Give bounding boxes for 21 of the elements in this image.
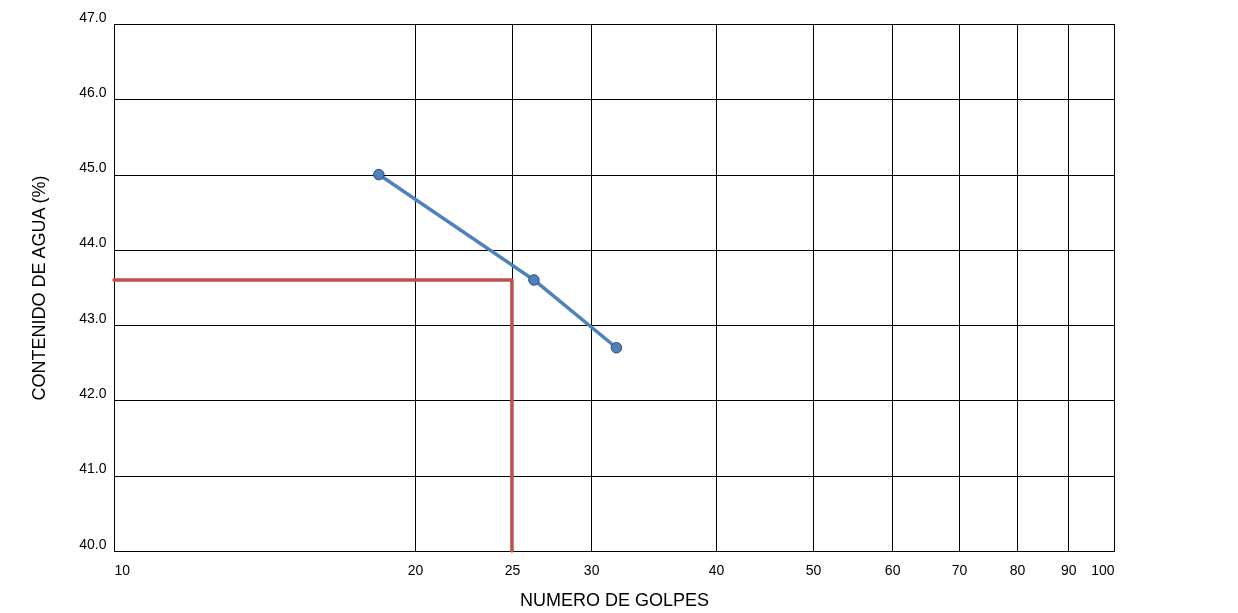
y-tick-label: 46.0 [79,83,107,100]
y-tick-label: 42.0 [79,384,107,401]
x-tick-label: 80 [1009,561,1026,578]
x-tick-label: 40 [708,561,725,578]
x-tick-label: 60 [884,561,901,578]
x-tick-label: 70 [951,561,968,578]
y-axis-title: CONTENIDO DE AGUA (%) [29,175,50,401]
x-tick-label: 30 [583,561,600,578]
y-tick-label: 47.0 [79,8,107,25]
x-tick-label: 100 [1091,561,1115,578]
y-tick-label: 45.0 [79,159,107,176]
x-tick-label: 90 [1060,561,1077,578]
x-tick-label: 25 [504,561,521,578]
y-tick-label: 41.0 [79,460,107,477]
x-tick-label: 20 [407,561,424,578]
x-tick-label: 50 [805,561,822,578]
y-tick-label: 40.0 [79,535,107,552]
y-tick-label: 44.0 [79,234,107,251]
y-tick-label: 43.0 [79,309,107,326]
x-tick-label: 10 [114,561,131,578]
x-axis-title: NUMERO DE GOLPES [519,589,710,610]
